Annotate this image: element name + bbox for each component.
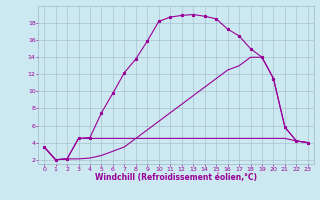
X-axis label: Windchill (Refroidissement éolien,°C): Windchill (Refroidissement éolien,°C)	[95, 173, 257, 182]
